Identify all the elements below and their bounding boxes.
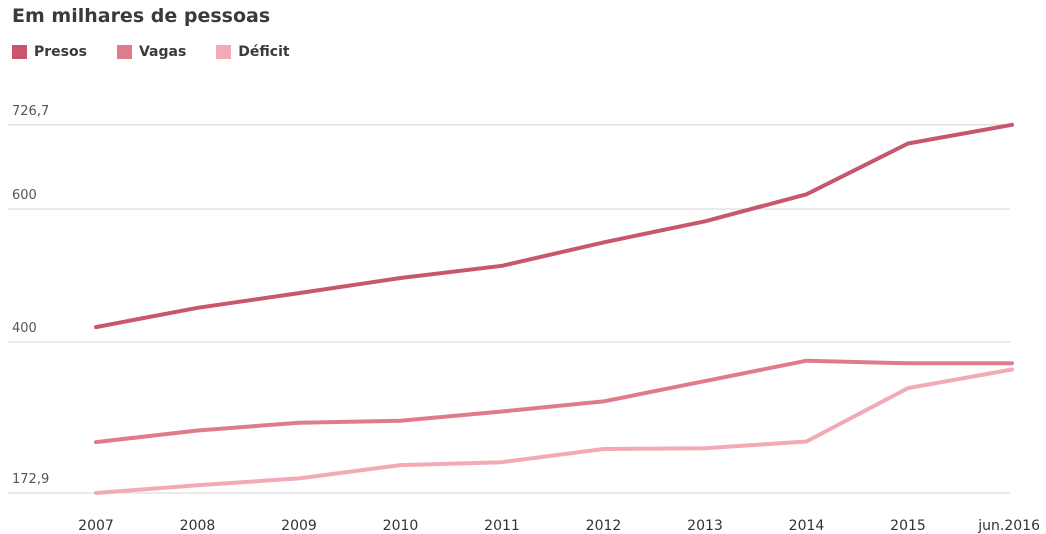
x-tick-label: 2008 [180,518,216,534]
series-line-deficit [94,367,1014,495]
legend-swatch-vagas [116,45,132,59]
series-lines [94,122,1014,495]
x-tick-label: jun.2016 [977,518,1040,534]
legend-item-vagas: Vagas [116,44,187,60]
x-tick-label: 2009 [281,518,317,534]
x-tick-label: 2007 [78,518,114,534]
legend-label-deficit: Déficit [238,44,290,60]
chart-title: Em milhares de pessoas [12,5,271,27]
x-tick-label: 2012 [586,518,622,534]
series-line-vagas [94,358,1014,445]
legend-item-presos: Presos [12,44,87,60]
y-tick-label: 400 [12,321,37,336]
x-axis-ticks: 2007 2008 2009 2010 2011 2012 2013 2014 2015 jun.… [78,518,1040,534]
x-tick-label: 2015 [890,518,926,534]
legend-swatch-deficit [216,45,232,59]
series-line-presos [94,122,1014,330]
legend-label-presos: Presos [34,44,87,60]
x-tick-label: 2014 [789,518,825,534]
y-tick-label: 726,7 [12,104,49,119]
x-tick-label: 2010 [383,518,419,534]
legend-item-deficit: Déficit [216,44,290,60]
y-axis-ticks: 172,9 400 600 726,7 [12,104,49,487]
legend-label-vagas: Vagas [138,44,187,60]
x-tick-label: 2013 [687,518,723,534]
y-tick-label: 600 [12,188,37,203]
grid-lines [8,124,1010,494]
chart-legend: Presos Vagas Déficit [12,44,320,60]
x-tick-label: 2011 [484,518,520,534]
legend-swatch-presos [12,45,27,59]
y-tick-label: 172,9 [12,472,49,487]
